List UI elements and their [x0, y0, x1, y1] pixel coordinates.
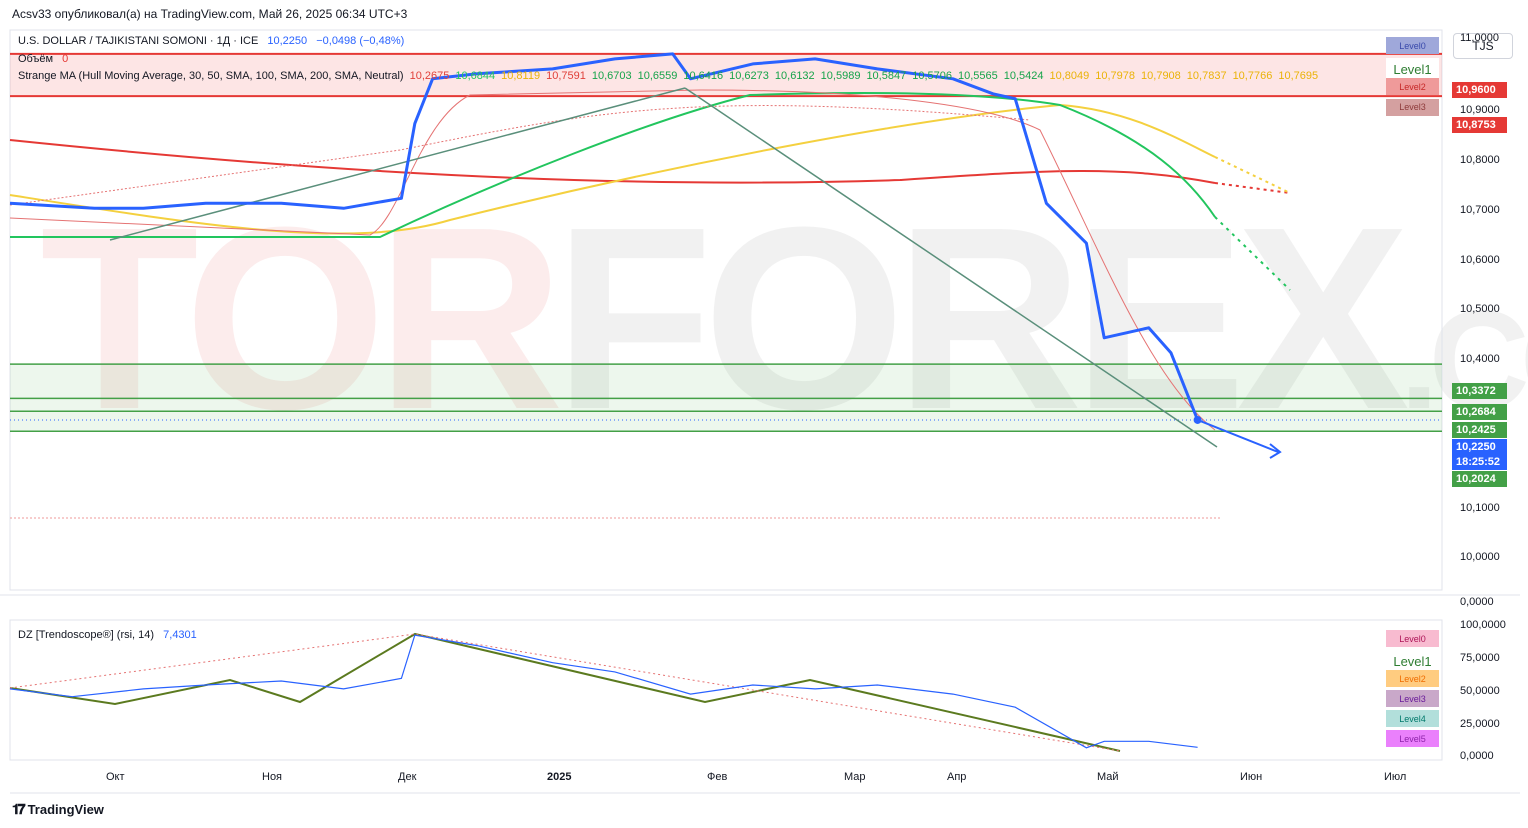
ma-50-projection [1214, 216, 1291, 291]
ma-200-projection [1214, 182, 1291, 194]
ma-value-1: 10,6844 [455, 70, 496, 82]
price-tick: 0,0000 [1460, 596, 1494, 608]
price-tag-7: 10,2024 [1452, 471, 1507, 487]
time-tick: Дек [398, 771, 417, 783]
price-line [9, 52, 1199, 421]
ma-value-16: 10,7908 [1141, 70, 1181, 82]
projection-arrow [1197, 419, 1282, 459]
ma-50-line [10, 92, 1216, 238]
ma-30-line [9, 89, 1216, 431]
rsi-line [9, 634, 1198, 749]
price-tick: 10,5000 [1460, 303, 1500, 315]
brand-name: TradingView [27, 802, 104, 817]
ma-value-9: 10,5989 [820, 70, 861, 82]
ma-value-4: 10,6703 [591, 70, 632, 82]
ma-value-3: 10,7591 [546, 70, 586, 82]
level-box-level2: Level2 [1386, 670, 1439, 687]
trendline-down [684, 87, 1218, 448]
currency-button[interactable]: TJS [1453, 33, 1513, 59]
rsi-tick: 25,0000 [1460, 718, 1500, 730]
rsi-value: 7,4301 [163, 629, 197, 641]
rsi-tick: 75,0000 [1460, 652, 1500, 664]
symbol-legend[interactable]: U.S. DOLLAR / TAJIKISTANI SOMONI · 1Д · … [18, 35, 404, 47]
time-tick: Фев [707, 771, 728, 783]
ma-value-8: 10,6132 [774, 70, 815, 82]
time-tick: Май [1097, 771, 1119, 783]
price-tick: 10,8000 [1460, 154, 1500, 166]
price-tick: 10,7000 [1460, 204, 1500, 216]
level-box-level1: Level1 [1386, 650, 1439, 672]
rsi-tick: 100,0000 [1460, 619, 1506, 631]
price-tick: 10,6000 [1460, 254, 1500, 266]
ma-value-11: 10,5706 [912, 70, 952, 82]
ma-value-7: 10,6273 [729, 70, 769, 82]
price-tick: 11,0000 [1460, 32, 1499, 44]
rsi-envelope [9, 633, 1121, 752]
time-tick: Июл [1384, 771, 1407, 783]
level-box-level4: Level4 [1386, 710, 1439, 727]
level-box-level5: Level5 [1386, 730, 1439, 747]
tradingview-brand[interactable]: 𝟏𝟕 TradingView [12, 801, 104, 818]
ma-value-14: 10,8049 [1049, 70, 1090, 82]
time-tick: Мар [844, 771, 866, 783]
volume-value: 0 [62, 53, 69, 65]
time-tick: Июн [1240, 771, 1263, 783]
ma-value-17: 10,7837 [1186, 70, 1227, 82]
rsi-label: DZ [Trendoscope®] (rsi, 14) [18, 629, 155, 641]
time-tick: 2025 [547, 771, 572, 783]
price-tag-2: 10,3372 [1452, 383, 1507, 399]
price-tick: 10,1000 [1460, 502, 1500, 514]
level-box-level3: Level3 [1386, 690, 1439, 707]
ma-values: 10,2675 10,6844 10,8119 10,7591 10,6703 10,65… [404, 70, 1319, 82]
resistance-zone [10, 53, 1442, 97]
ma-legend[interactable]: Strange MA (Hull Moving Average, 30, 50,… [18, 70, 1318, 82]
symbol-name: U.S. DOLLAR / TAJIKISTANI SOMONI · 1Д · … [18, 35, 259, 47]
price-tag-0: 10,9600 [1452, 82, 1507, 98]
ma-value-13: 10,5424 [1003, 70, 1044, 82]
ma-value-5: 10,6559 [637, 70, 678, 82]
tradingview-logo-icon: 𝟏𝟕 [12, 801, 26, 817]
rsi-tick: 0,0000 [1460, 750, 1494, 762]
time-tick: Апр [947, 771, 967, 783]
publish-caption: Acsv33 опубликовал(а) на TradingView.com… [12, 7, 408, 21]
symbol-change: −0,0498 (−0,48%) [316, 35, 405, 47]
price-tag-1: 10,8753 [1452, 117, 1507, 133]
ma-200-line [9, 139, 1216, 184]
ma-value-10: 10,5847 [866, 70, 907, 82]
ma-value-12: 10,5565 [957, 70, 998, 82]
volume-legend[interactable]: Объём 0 [18, 53, 68, 65]
trendline-up [109, 87, 686, 241]
ma-value-18: 10,7766 [1232, 70, 1273, 82]
price-tick: 10,9000 [1460, 104, 1500, 116]
level-box-level0: Level0 [1386, 630, 1439, 647]
ma-value-15: 10,7978 [1095, 70, 1136, 82]
price-tag-5: 10,2250 [1452, 439, 1507, 455]
time-tick: Окт [106, 771, 125, 783]
rsi-tick: 50,0000 [1460, 685, 1500, 697]
volume-label: Объём [18, 53, 54, 65]
ma-value-6: 10,6416 [683, 70, 724, 82]
trend-dotted-line [9, 105, 1031, 206]
price-tick: 10,0000 [1460, 551, 1500, 563]
level-box-level2: Level2 [1386, 78, 1439, 95]
time-tick: Ноя [262, 771, 283, 783]
symbol-price: 10,2250 [267, 35, 308, 47]
main-pane-frame [9, 29, 1443, 591]
price-tag-4: 10,2425 [1452, 422, 1507, 438]
level-box-level0: Level0 [1386, 37, 1439, 54]
level-box-level3: Level3 [1386, 98, 1439, 116]
ma-value-19: 10,7695 [1278, 70, 1319, 82]
ma-label: Strange MA (Hull Moving Average, 30, 50,… [18, 70, 404, 82]
rsi-legend[interactable]: DZ [Trendoscope®] (rsi, 14) 7,4301 [18, 629, 197, 641]
zigzag-line [9, 632, 1121, 752]
price-tag-6: 18:25:52 [1452, 454, 1507, 470]
price-tag-3: 10,2684 [1452, 404, 1507, 420]
ma-value-0: 10,2675 [409, 70, 450, 82]
price-tick: 10,4000 [1460, 353, 1500, 365]
ma-value-2: 10,8119 [501, 70, 541, 82]
rsi-pane-frame [9, 619, 1443, 761]
ma-100-line [9, 103, 1216, 235]
level-box-level1: Level1 [1386, 58, 1439, 80]
